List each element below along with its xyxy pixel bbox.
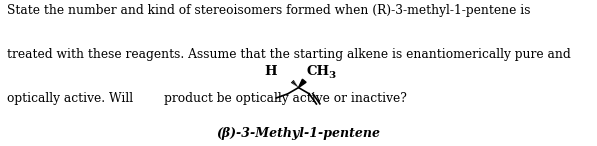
Polygon shape (298, 79, 306, 88)
Text: H: H (264, 65, 277, 78)
Text: (β)-3-Methyl-1-pentene: (β)-3-Methyl-1-pentene (217, 127, 380, 140)
Text: State the number and kind of stereoisomers formed when (R)-3-methyl-1-pentene is: State the number and kind of stereoisome… (7, 4, 531, 17)
Text: 3: 3 (329, 71, 336, 80)
Text: treated with these reagents. Assume that the starting alkene is enantiomerically: treated with these reagents. Assume that… (7, 48, 571, 61)
Text: optically active. Will        product be optically active or inactive?: optically active. Will product be optica… (7, 92, 407, 105)
Text: CH: CH (306, 65, 329, 78)
